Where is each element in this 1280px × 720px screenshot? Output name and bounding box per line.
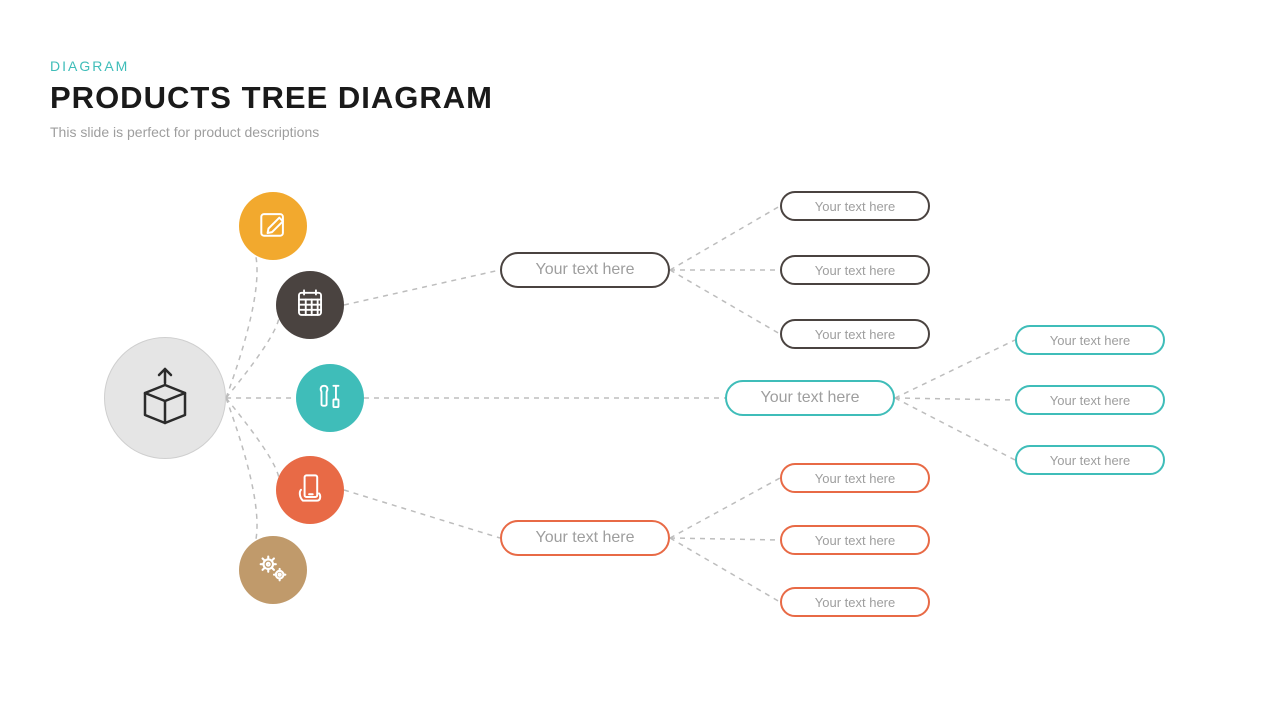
category-node-calendar (276, 271, 344, 339)
gears-icon (254, 549, 292, 592)
branch-1-child-pill-2[interactable]: Your text here (1015, 445, 1165, 475)
hand-phone-icon (292, 470, 328, 511)
branch-1-child-pill-0[interactable]: Your text here (1015, 325, 1165, 355)
pencil-square-icon (255, 206, 291, 247)
branch-0-child-pill-0[interactable]: Your text here (780, 191, 930, 221)
category-node-edit (239, 192, 307, 260)
category-node-phone (276, 456, 344, 524)
wrench-screwdriver-icon (313, 379, 347, 418)
calendar-grid-icon (293, 286, 327, 325)
root-node (104, 337, 226, 459)
branch-1-child-pill-1[interactable]: Your text here (1015, 385, 1165, 415)
branch-2-child-pill-2[interactable]: Your text here (780, 587, 930, 617)
branch-0-child-pill-1[interactable]: Your text here (780, 255, 930, 285)
branch-2-child-pill-1[interactable]: Your text here (780, 525, 930, 555)
branch-2-child-pill-0[interactable]: Your text here (780, 463, 930, 493)
category-node-tools (296, 364, 364, 432)
branch-0-parent-pill[interactable]: Your text here (500, 252, 670, 288)
branch-2-parent-pill[interactable]: Your text here (500, 520, 670, 556)
box-arrow-up-icon (130, 363, 200, 433)
branch-1-parent-pill[interactable]: Your text here (725, 380, 895, 416)
category-node-gears (239, 536, 307, 604)
branch-0-child-pill-2[interactable]: Your text here (780, 319, 930, 349)
